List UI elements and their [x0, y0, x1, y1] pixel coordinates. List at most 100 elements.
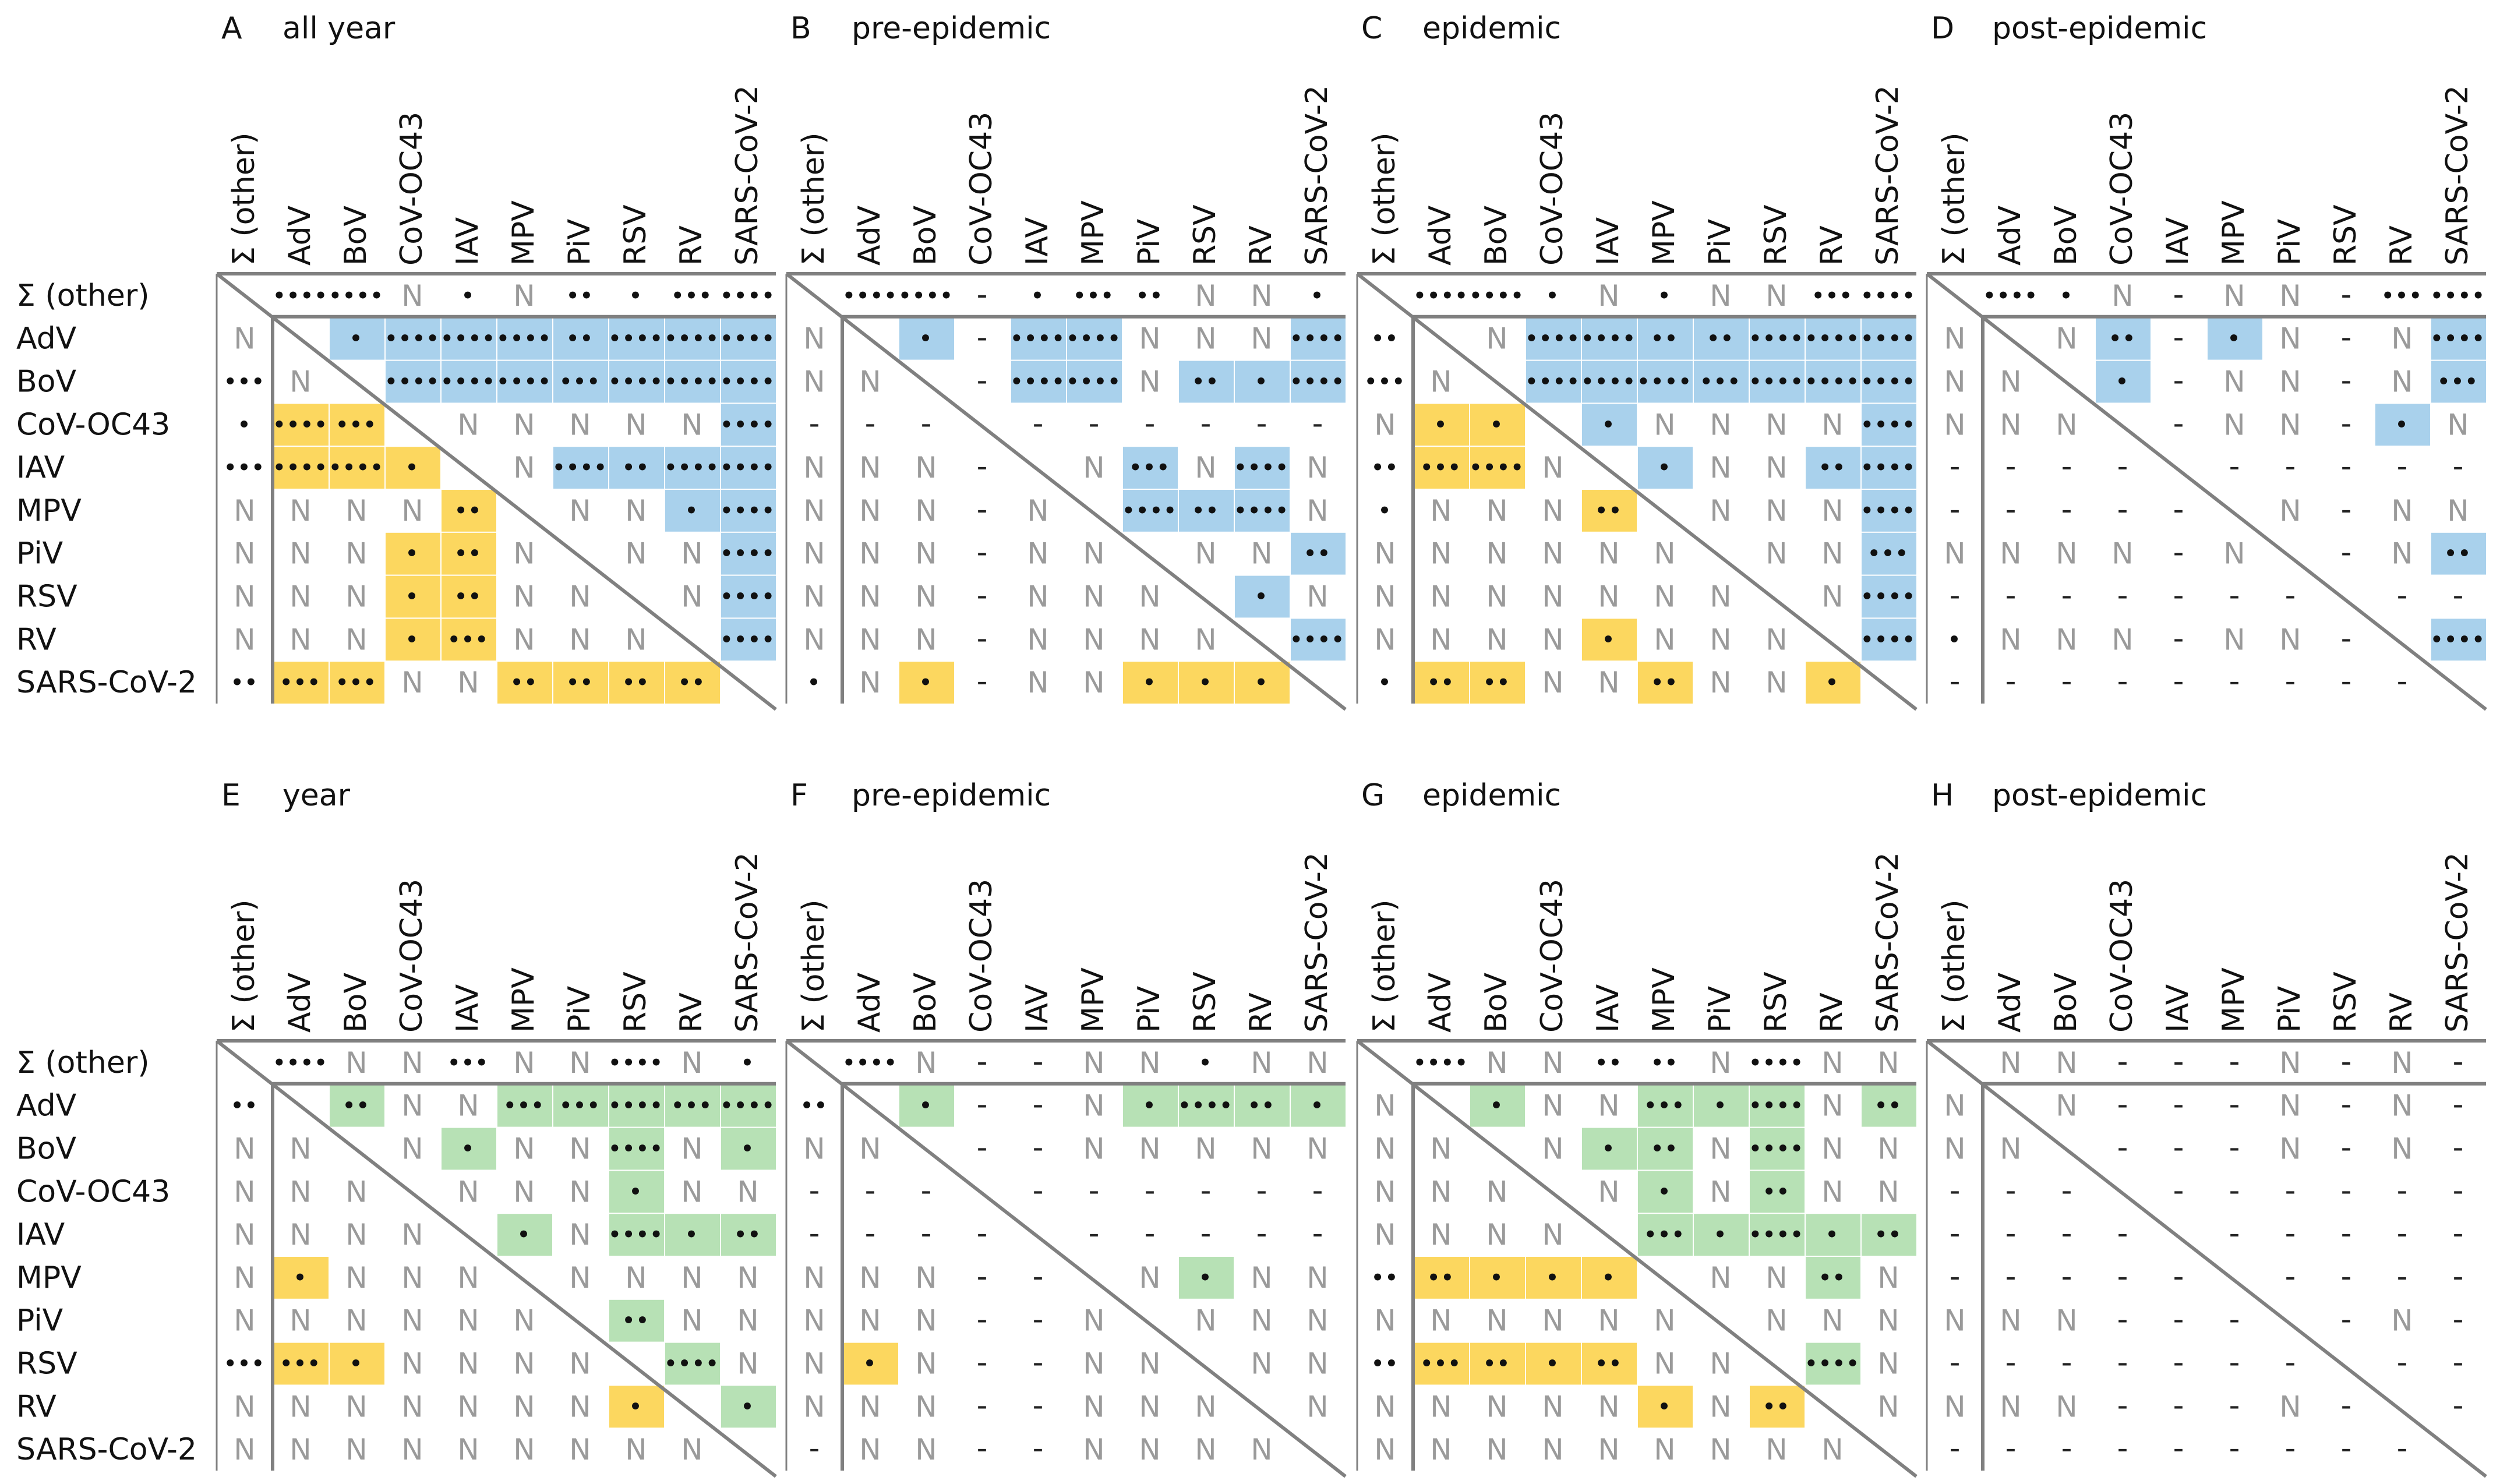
col-label: BoV: [1479, 973, 1514, 1033]
cell-value: ••••: [609, 327, 664, 351]
cell-value: N: [859, 451, 881, 485]
col-label: RSV: [2328, 204, 2363, 266]
col-label: SARS-CoV-2: [2440, 852, 2475, 1033]
cell-value: N: [1542, 537, 1563, 571]
cell-value: -: [1033, 1130, 1044, 1165]
cell-highlight: [1806, 1214, 1860, 1256]
cell-highlight: [1862, 1084, 1916, 1127]
cell-value: N: [1307, 1046, 1328, 1080]
cell-highlight: [1123, 1084, 1178, 1127]
cell-value: N: [1654, 1433, 1675, 1467]
cell-value: -: [2397, 1259, 2408, 1294]
cell-value: N: [345, 623, 367, 656]
cell-value: ••••: [721, 284, 776, 308]
cell-value: N: [1083, 1132, 1104, 1166]
cell-value: -: [809, 1173, 820, 1208]
cell-highlight: [442, 619, 496, 661]
cell-highlight: [721, 361, 776, 403]
cell-value: ••••: [721, 585, 776, 609]
cell-value: •: [1031, 284, 1045, 308]
cell-highlight: [274, 1257, 329, 1299]
col-label: SARS-CoV-2: [1300, 852, 1334, 1033]
cell-value: ••••: [721, 327, 776, 351]
cell-value: N: [1195, 1390, 1216, 1423]
row-label: MPV: [16, 1260, 82, 1295]
cell-value: N: [289, 1175, 311, 1209]
cell-value: N: [1598, 1175, 1619, 1209]
cell-value: ••••: [385, 327, 440, 351]
cell-highlight: [1470, 447, 1525, 489]
cell-value: -: [1950, 578, 1961, 613]
cell-value: N: [681, 1304, 702, 1338]
cell-value: N: [401, 1218, 423, 1252]
col-label: PiV: [1703, 218, 1738, 266]
cell-value: N: [1710, 408, 1731, 441]
cell-value: •: [741, 1137, 755, 1161]
cell-highlight: [1862, 361, 1916, 403]
cell-value: ••••: [1414, 1051, 1469, 1075]
cell-value: N: [1083, 623, 1104, 656]
cell-value: -: [1033, 1345, 1044, 1380]
cell-value: N: [2056, 1390, 2077, 1423]
cell-value: •: [461, 284, 475, 308]
col-label: PiV: [1132, 218, 1167, 266]
col-label: Σ (other): [796, 133, 831, 266]
cell-value: ••: [678, 671, 705, 694]
cell-value: ••••: [1749, 327, 1805, 351]
cell-value: N: [1765, 666, 1787, 699]
cell-value: N: [1195, 1433, 1216, 1467]
cell-value: N: [803, 537, 825, 571]
cell-value: •: [685, 499, 699, 522]
cell-value: ••••: [1749, 1223, 1805, 1246]
cell-value: -: [2229, 1431, 2240, 1466]
cell-highlight: [1862, 317, 1916, 360]
cell-value: -: [977, 1216, 988, 1251]
cell-value: N: [569, 1347, 591, 1381]
cell-value: ••••: [1637, 370, 1693, 394]
panel-title: epidemic: [1422, 11, 1561, 46]
cell-highlight: [1526, 1257, 1581, 1299]
cell-value: N: [1307, 1132, 1328, 1166]
col-label: SARS-CoV-2: [1300, 85, 1334, 266]
panel-title: post-epidemic: [1992, 11, 2207, 46]
col-label: RSV: [1188, 971, 1223, 1033]
cell-value: N: [457, 1304, 479, 1338]
cell-value: ••••: [2431, 284, 2486, 308]
cell-value: N: [2391, 365, 2413, 399]
cell-highlight: [721, 1386, 776, 1428]
cell-value: -: [2453, 1044, 2464, 1079]
cell-value: N: [1877, 1304, 1899, 1338]
cell-highlight: [899, 662, 954, 704]
panel-title: post-epidemic: [1992, 778, 2207, 813]
cell-value: N: [915, 451, 937, 485]
cell-highlight: [721, 619, 776, 661]
cell-value: N: [1027, 494, 1048, 528]
cell-value: -: [2061, 1216, 2072, 1251]
col-label: AdV: [1993, 972, 2028, 1033]
cell-value: ••••: [721, 499, 776, 522]
cell-value: N: [1027, 537, 1048, 571]
col-label: RV: [1814, 992, 1849, 1033]
cell-value: -: [977, 535, 988, 570]
cell-value: N: [2056, 1089, 2077, 1123]
cell-highlight: [1806, 361, 1860, 403]
cell-highlight: [330, 404, 384, 446]
cell-value: ••: [1371, 1352, 1399, 1376]
cell-value: N: [625, 623, 647, 656]
cell-value: N: [915, 537, 937, 571]
cell-value: -: [1089, 1216, 1100, 1251]
cell-value: N: [1083, 1390, 1104, 1423]
cell-highlight: [1470, 1084, 1525, 1127]
cell-highlight: [665, 1214, 720, 1256]
col-label: BoV: [1479, 206, 1514, 266]
cell-value: N: [1710, 1175, 1731, 1209]
cell-value: N: [569, 1433, 591, 1467]
cell-highlight: [1638, 447, 1693, 489]
cell-highlight: [1806, 1257, 1860, 1299]
cell-value: N: [513, 1175, 535, 1209]
cell-value: -: [865, 406, 876, 441]
row-label: IAV: [16, 450, 65, 485]
cell-value: N: [2000, 365, 2021, 399]
